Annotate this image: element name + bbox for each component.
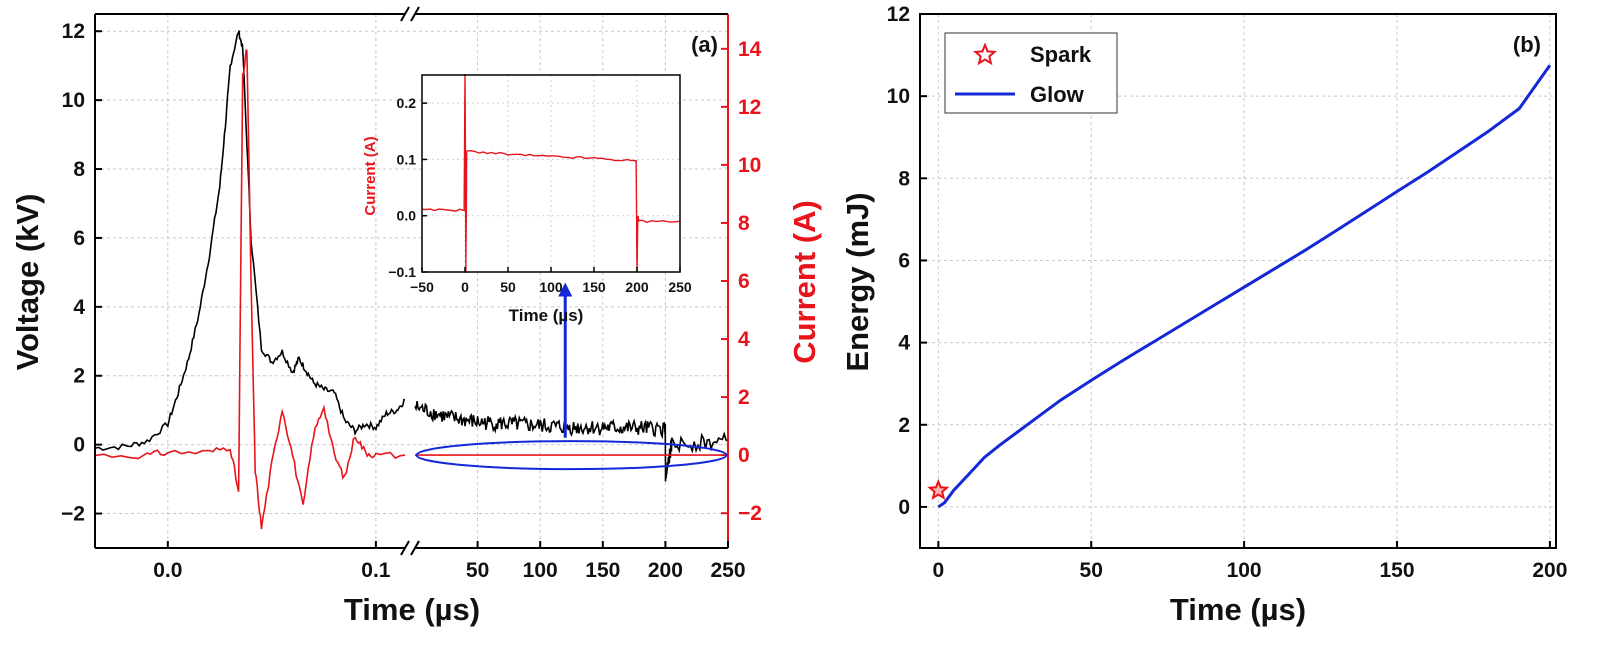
tick-label-y: 0 (898, 496, 910, 519)
tick-label-left: 0 (73, 434, 85, 457)
panel-a: −2 0 2 4 6 8 10 12 −2 0 2 4 6 8 10 12 14 0.0 0.1 50 100 150 20… (10, 6, 822, 627)
tick-label-left: 6 (73, 227, 85, 250)
tick-label-x: 200 (648, 559, 683, 582)
inset-tick-label-y: 0.1 (397, 151, 417, 167)
inset-tick-label-x: 50 (500, 279, 516, 295)
tick-label-x: 250 (710, 559, 745, 582)
inset-tick-label-x: 100 (539, 279, 563, 295)
inset-tick-label-y: 0.2 (397, 95, 417, 111)
tick-label-left: 12 (62, 20, 85, 43)
panel-b-series (927, 64, 1552, 509)
tick-label-x: 150 (1379, 559, 1414, 582)
tick-label-left: −2 (61, 503, 85, 526)
inset-tick-label-y: 0.0 (397, 208, 417, 224)
current-traces (94, 48, 728, 530)
voltage-series-line (94, 30, 406, 451)
tick-label-left: 10 (62, 89, 85, 112)
tick-label-y: 10 (887, 85, 910, 108)
legend-box (944, 32, 1118, 114)
voltage-traces (94, 30, 729, 482)
panel-b-frame (919, 13, 1557, 549)
legend-glow-label: Glow (1030, 82, 1085, 107)
axis-break-mark (410, 540, 420, 556)
axis-break-mark (400, 540, 410, 556)
inset-tick-label-x: 0 (461, 279, 469, 295)
inset-ticks: −0.1 0.0 0.1 0.2 −50 0 50 100 150 200 250 (388, 95, 692, 295)
inset-chart: −0.1 0.0 0.1 0.2 −50 0 50 100 150 200 250 Time (µs… (362, 73, 692, 325)
panel-a-ylabel-right: Current (A) (787, 200, 822, 364)
tick-label-x: 150 (585, 559, 620, 582)
tick-label-x: 0.0 (153, 559, 182, 582)
tick-label-x: 100 (1227, 559, 1262, 582)
panel-b-xlabel: Time (µs) (1170, 592, 1306, 627)
panel-b-grid (920, 13, 1556, 548)
tick-label-x: 50 (1080, 559, 1103, 582)
legend: Spark Glow (944, 32, 1118, 114)
tick-label-left: 2 (73, 365, 85, 388)
current-series-line (94, 48, 406, 530)
axis-break-mark (400, 6, 410, 22)
tick-label-right: 6 (738, 270, 750, 293)
inset-xlabel: Time (µs) (509, 306, 584, 325)
tick-label-left: 8 (73, 158, 85, 181)
panel-a-ylabel-left: Voltage (kV) (10, 194, 45, 371)
inset-tick-label-x: 150 (582, 279, 606, 295)
glow-series-line (937, 64, 1552, 509)
inset-background (422, 75, 680, 272)
panel-b: 0 2 4 6 8 10 12 0 50 100 150 200 (b) Time (µs) Ener… (840, 3, 1567, 627)
tick-label-y: 2 (898, 414, 910, 437)
arrow-head (558, 282, 573, 297)
tick-label-right: 0 (738, 444, 750, 467)
panel-a-ticks: −2 0 2 4 6 8 10 12 −2 0 2 4 6 8 10 12 14 0.0 0.1 50 100 150 20… (61, 20, 762, 582)
inset-grid (421, 75, 681, 273)
tick-label-x: 0.1 (361, 559, 391, 582)
tick-label-right: 12 (738, 96, 761, 119)
tick-label-right: 10 (738, 154, 761, 177)
tick-label-y: 12 (887, 3, 910, 26)
panel-a-annotation (415, 282, 728, 471)
tick-label-y: 6 (898, 249, 910, 272)
panel-b-border (919, 13, 1557, 549)
highlight-ellipse (415, 440, 728, 471)
tick-label-left: 4 (73, 296, 85, 319)
inset-tick-label-x: 200 (625, 279, 649, 295)
tick-label-x: 100 (523, 559, 558, 582)
inset-tick-label-x: −50 (410, 279, 434, 295)
tick-label-x: 200 (1532, 559, 1567, 582)
inset-series-line (421, 73, 681, 274)
legend-spark-label: Spark (1030, 42, 1092, 67)
voltage-series-line (414, 400, 729, 482)
tick-label-right: −2 (738, 502, 762, 525)
inset-tick-label-x: 250 (668, 279, 692, 295)
tick-label-right: 14 (738, 38, 762, 61)
tick-label-right: 4 (738, 328, 750, 351)
tick-label-x: 0 (933, 559, 945, 582)
tick-label-x: 50 (466, 559, 489, 582)
panel-a-label: (a) (691, 32, 718, 57)
axis-break-mark (410, 6, 420, 22)
panel-b-ylabel: Energy (mJ) (840, 192, 875, 371)
panel-b-ticks: 0 2 4 6 8 10 12 0 50 100 150 200 (887, 3, 1568, 582)
panel-a-xlabel: Time (µs) (344, 592, 480, 627)
inset-ylabel: Current (A) (362, 136, 379, 215)
inset-current-trace (421, 73, 681, 274)
tick-label-right: 2 (738, 386, 750, 409)
panel-b-label: (b) (1513, 32, 1541, 57)
tick-label-right: 8 (738, 212, 750, 235)
tick-label-y: 4 (898, 332, 910, 355)
legend-spark-marker (973, 42, 997, 66)
inset-tick-label-y: −0.1 (388, 264, 416, 280)
tick-label-y: 8 (898, 167, 910, 190)
spark-point (927, 478, 950, 500)
